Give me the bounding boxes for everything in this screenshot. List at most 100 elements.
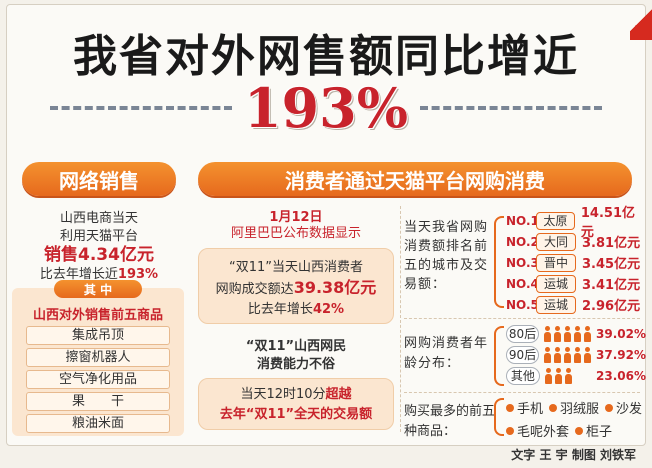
- person-icon: [544, 368, 553, 384]
- dashed-rule-left: [50, 106, 232, 110]
- section-divider: [404, 392, 640, 393]
- age-percent: 39.02%: [596, 327, 646, 341]
- person-icon: [543, 326, 552, 342]
- top-products-list: 集成吊顶 擦窗机器人 空气净化用品 果 干 粮油米面: [26, 326, 170, 433]
- person-icon: [583, 326, 592, 342]
- product-item: 集成吊顶: [26, 326, 170, 345]
- city-amount: 3.81亿元: [582, 236, 641, 251]
- headline-percent: 193%: [243, 76, 409, 140]
- consumer-banner: 消费者通过天猫平台网购消费: [198, 162, 632, 196]
- person-icon: [573, 347, 582, 363]
- rank-row: NO.3 晋中 3.45亿元: [506, 252, 646, 273]
- spending-power-box: 当天12时10分超越 去年“双11”全天的交易额: [198, 378, 394, 430]
- city-amount: 3.41亿元: [582, 278, 641, 293]
- city-amount: 3.45亿元: [582, 257, 641, 272]
- city-amount: 14.51亿元: [580, 205, 635, 240]
- city-amount: 2.96亿元: [582, 299, 641, 314]
- spending-surpass: 超越: [325, 387, 352, 402]
- person-icon: [573, 326, 582, 342]
- city-name: 晋中: [536, 253, 576, 272]
- rank-row: NO.5 运城 2.96亿元: [506, 294, 646, 315]
- top-goods-list: 手机 羽绒服 沙发 毛呢外套 柜子: [506, 398, 646, 440]
- spending-line-1: 当天12时10分超越: [199, 385, 393, 405]
- goods-item: 羽绒服: [549, 398, 599, 417]
- person-icon: [553, 347, 562, 363]
- person-icon: [563, 347, 572, 363]
- rank-brace: [494, 216, 504, 308]
- age-group: 80后: [506, 325, 540, 343]
- spending-title-line-1: “双11”山西网民: [245, 339, 347, 354]
- age-distribution-label: 网购消费者年龄分布：: [404, 336, 489, 371]
- spending-title-line-2: 消费能力不俗: [256, 357, 335, 372]
- product-item: 果 干: [26, 392, 170, 411]
- date-label: 1月12日: [269, 210, 323, 225]
- spending-line-2: 去年“双11”全天的交易额: [219, 407, 373, 422]
- goods-item: 柜子: [575, 421, 612, 440]
- age-row: 90后 37.92%: [506, 345, 646, 365]
- rank-number: NO.2: [506, 234, 539, 249]
- rank-row: NO.2 大同 3.81亿元: [506, 231, 646, 252]
- people-icons: [544, 368, 592, 384]
- top-goods-label: 购买最多的前五种商品：: [404, 404, 496, 439]
- top-products-title: 山西对外销售前五商品: [32, 308, 163, 323]
- person-icon: [553, 326, 562, 342]
- credit-line: 文字 王 宇 制图 刘铁军: [511, 448, 636, 462]
- corner-decoration: [630, 0, 652, 40]
- people-icons: [543, 347, 592, 363]
- turnover-growth-percent: 42%: [312, 302, 345, 317]
- age-percent: 23.06%: [596, 369, 646, 383]
- rank-row: NO.4 运城 3.41亿元: [506, 273, 646, 294]
- person-icon: [583, 347, 592, 363]
- person-icon: [563, 326, 572, 342]
- product-item: 擦窗机器人: [26, 348, 170, 367]
- person-icon: [543, 347, 552, 363]
- turnover-line-2: 网购成交额达39.38亿元: [199, 278, 393, 300]
- goods-brace: [494, 398, 504, 436]
- age-row: 80后 39.02%: [506, 324, 646, 344]
- turnover-line-1: “双11”当天山西消费者: [228, 260, 363, 275]
- turnover-amount: 39.38亿元: [293, 278, 377, 297]
- city-name: 大同: [536, 232, 576, 251]
- source-note: 1月12日 阿里巴巴公布数据显示: [198, 210, 394, 242]
- turnover-line-3: 比去年增长42%: [199, 300, 393, 320]
- age-group: 90后: [506, 346, 540, 364]
- city-name: 运城: [536, 295, 576, 314]
- spending-power-title: “双11”山西网民 消费能力不俗: [198, 338, 394, 374]
- city-rank-list: NO.1 太原 14.51亿元 NO.2 大同 3.81亿元 NO.3 晋中 3…: [506, 206, 646, 315]
- goods-item: 毛呢外套: [506, 421, 569, 440]
- rank-number: NO.1: [506, 213, 539, 228]
- turnover-growth-prefix: 比去年增长: [247, 302, 313, 317]
- sales-prefix: 销售: [44, 245, 79, 265]
- headline: 我省对外网售额同比增近: [73, 31, 579, 82]
- rank-number: NO.3: [506, 255, 539, 270]
- column-divider: [400, 206, 401, 432]
- turnover-prefix: 网购成交额达: [215, 282, 294, 297]
- turnover-box: “双11”当天山西消费者 网购成交额达39.38亿元 比去年增长42%: [198, 248, 394, 324]
- intro-line-1: 山西电商当天: [59, 211, 138, 226]
- rank-number: NO.4: [506, 276, 539, 291]
- person-icon: [564, 368, 573, 384]
- rank-row: NO.1 太原 14.51亿元: [506, 206, 646, 240]
- online-sales-intro: 山西电商当天 利用天猫平台 销售4.34亿元 比去年增长近193%: [12, 210, 186, 284]
- among-them-tab: 其 中: [54, 280, 142, 298]
- product-item: 空气净化用品: [26, 370, 170, 389]
- rank-number: NO.5: [506, 297, 539, 312]
- age-distribution-list: 80后 39.02% 90后 37.92% 其他 23.06%: [506, 324, 646, 387]
- sales-amount: 4.34亿元: [78, 245, 154, 265]
- city-rank-label: 当天我省网购消费额排名前五的城市及交易额：: [404, 220, 489, 292]
- headline-percent-row: 193%: [50, 80, 602, 136]
- people-icons: [543, 326, 592, 342]
- source-label: 阿里巴巴公布数据显示: [230, 226, 361, 241]
- dashed-rule-right: [420, 106, 602, 110]
- age-percent: 37.92%: [596, 348, 646, 362]
- growth-prefix: 比去年增长近: [39, 267, 118, 282]
- goods-item: 手机: [506, 398, 543, 417]
- age-brace: [494, 326, 504, 386]
- top-products-box: 其 中 山西对外销售前五商品 集成吊顶 擦窗机器人 空气净化用品 果 干 粮油米…: [12, 280, 184, 436]
- person-icon: [554, 368, 563, 384]
- online-sales-banner: 网络销售: [22, 162, 176, 196]
- growth-percent: 193%: [117, 267, 159, 282]
- spending-time: 当天12时10分: [240, 387, 326, 402]
- city-name: 太原: [536, 211, 575, 230]
- product-item: 粮油米面: [26, 414, 170, 433]
